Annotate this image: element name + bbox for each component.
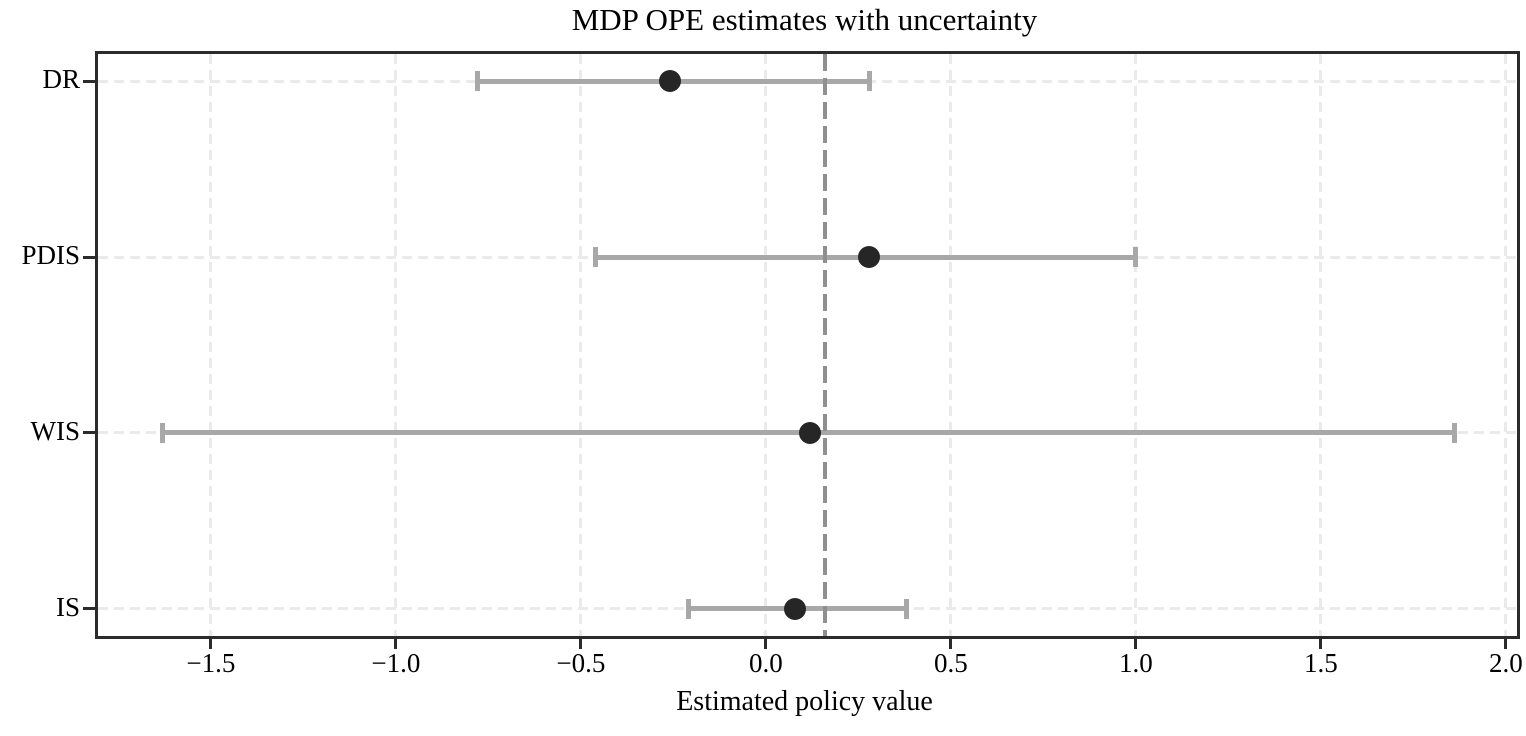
gridline-vertical [209, 54, 213, 636]
y-axis-tick [83, 431, 95, 435]
x-axis-tick [209, 636, 213, 649]
x-tick-label: 1.0 [1119, 648, 1153, 678]
x-tick-label: −1.0 [371, 648, 421, 678]
error-bar-cap-right [1451, 422, 1457, 443]
x-tick-label: 0.0 [748, 648, 783, 678]
gridline-vertical [1134, 54, 1138, 636]
x-axis-tick [579, 636, 583, 649]
x-tick-label: 2.0 [1489, 648, 1523, 678]
y-axis-tick [83, 255, 95, 259]
estimate-point [784, 597, 807, 620]
y-category-label: PDIS [21, 240, 80, 271]
x-axis-tick [1134, 636, 1138, 649]
x-tick-label: 0.5 [934, 648, 968, 678]
estimate-point [858, 246, 881, 269]
estimate-point [658, 70, 681, 93]
estimate-point [799, 421, 822, 444]
y-category-label: DR [42, 64, 80, 95]
x-tick-label: −0.5 [556, 648, 606, 678]
error-bar-cap-right [1133, 247, 1139, 268]
x-tick-label: −1.5 [186, 648, 236, 678]
gridline-vertical [1319, 54, 1323, 636]
error-bar-cap-right [903, 598, 909, 619]
plot-area [95, 51, 1520, 639]
x-axis-tick [764, 636, 768, 649]
x-axis-label: Estimated policy value [676, 686, 933, 717]
chart-title: MDP OPE estimates with uncertainty [571, 2, 1038, 37]
y-axis-tick [83, 607, 95, 611]
reference-line [823, 54, 828, 636]
error-bar-cap-left [685, 598, 691, 619]
y-axis-tick [83, 79, 95, 83]
x-tick-label: 1.5 [1304, 648, 1338, 678]
gridline-vertical [764, 54, 768, 636]
error-bar-cap-left [474, 71, 480, 92]
gridline-vertical [579, 54, 583, 636]
error-bar-cap-left [593, 247, 599, 268]
x-axis-tick [394, 636, 398, 649]
error-bar-cap-left [160, 422, 166, 443]
gridline-vertical [949, 54, 953, 636]
x-axis-tick [1504, 636, 1508, 649]
x-axis-tick [949, 636, 953, 649]
gridline-vertical [394, 54, 398, 636]
y-category-label: WIS [30, 415, 81, 446]
y-category-label: IS [55, 591, 80, 622]
gridline-vertical [1504, 54, 1508, 636]
error-bar-cap-right [866, 71, 872, 92]
x-axis-tick [1319, 636, 1323, 649]
